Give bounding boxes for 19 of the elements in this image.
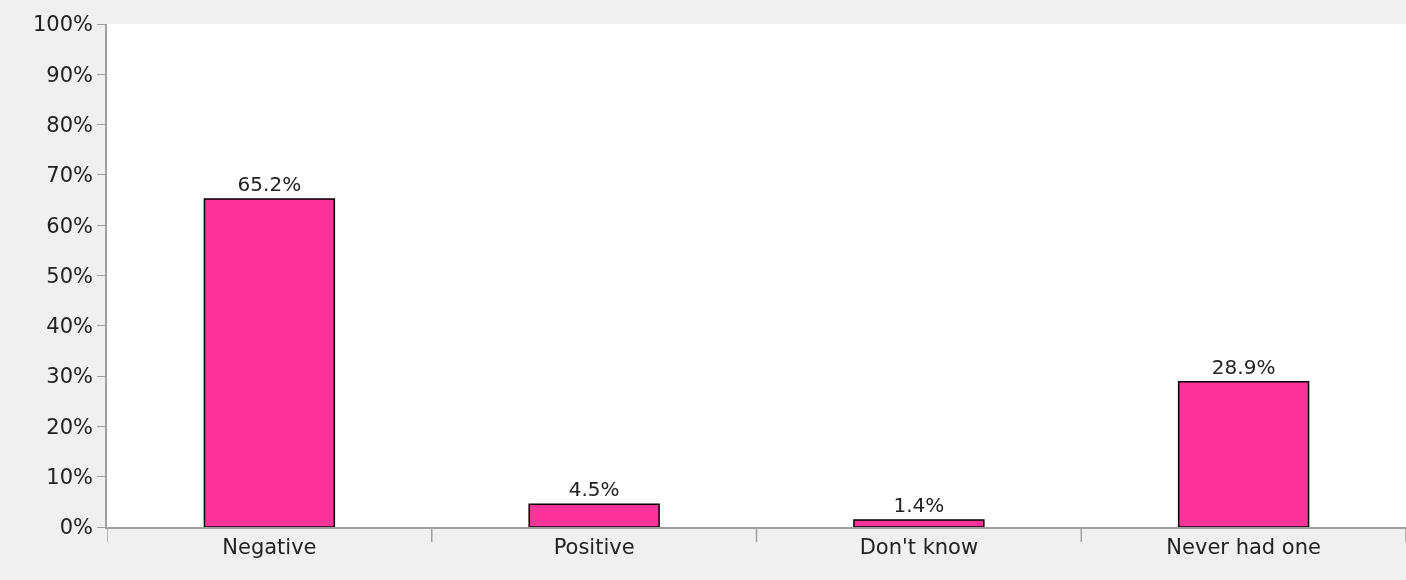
data-label: 65.2%	[237, 172, 302, 197]
y-tick-label: 70%	[46, 163, 94, 188]
data-label: 1.4%	[893, 492, 945, 517]
y-tick-label: 60%	[46, 213, 94, 238]
data-label: 4.5%	[568, 477, 620, 502]
y-tick-label: 40%	[46, 314, 94, 339]
y-tick-label: 50%	[46, 263, 94, 288]
x-tick-label: Negative	[222, 534, 317, 559]
y-tick-label: 0%	[59, 515, 94, 540]
x-tick-label: Never had one	[1166, 534, 1321, 559]
y-tick-label: 20%	[46, 414, 94, 439]
y-tick-label: 90%	[46, 62, 94, 87]
data-label: 28.9%	[1211, 354, 1276, 379]
y-tick-label: 30%	[46, 364, 94, 389]
y-tick-label: 100%	[33, 12, 94, 37]
y-tick-label: 10%	[46, 465, 94, 490]
y-tick-label: 80%	[46, 112, 94, 137]
x-tick-label: Positive	[553, 534, 635, 559]
x-tick-label: Don't know	[859, 534, 979, 559]
